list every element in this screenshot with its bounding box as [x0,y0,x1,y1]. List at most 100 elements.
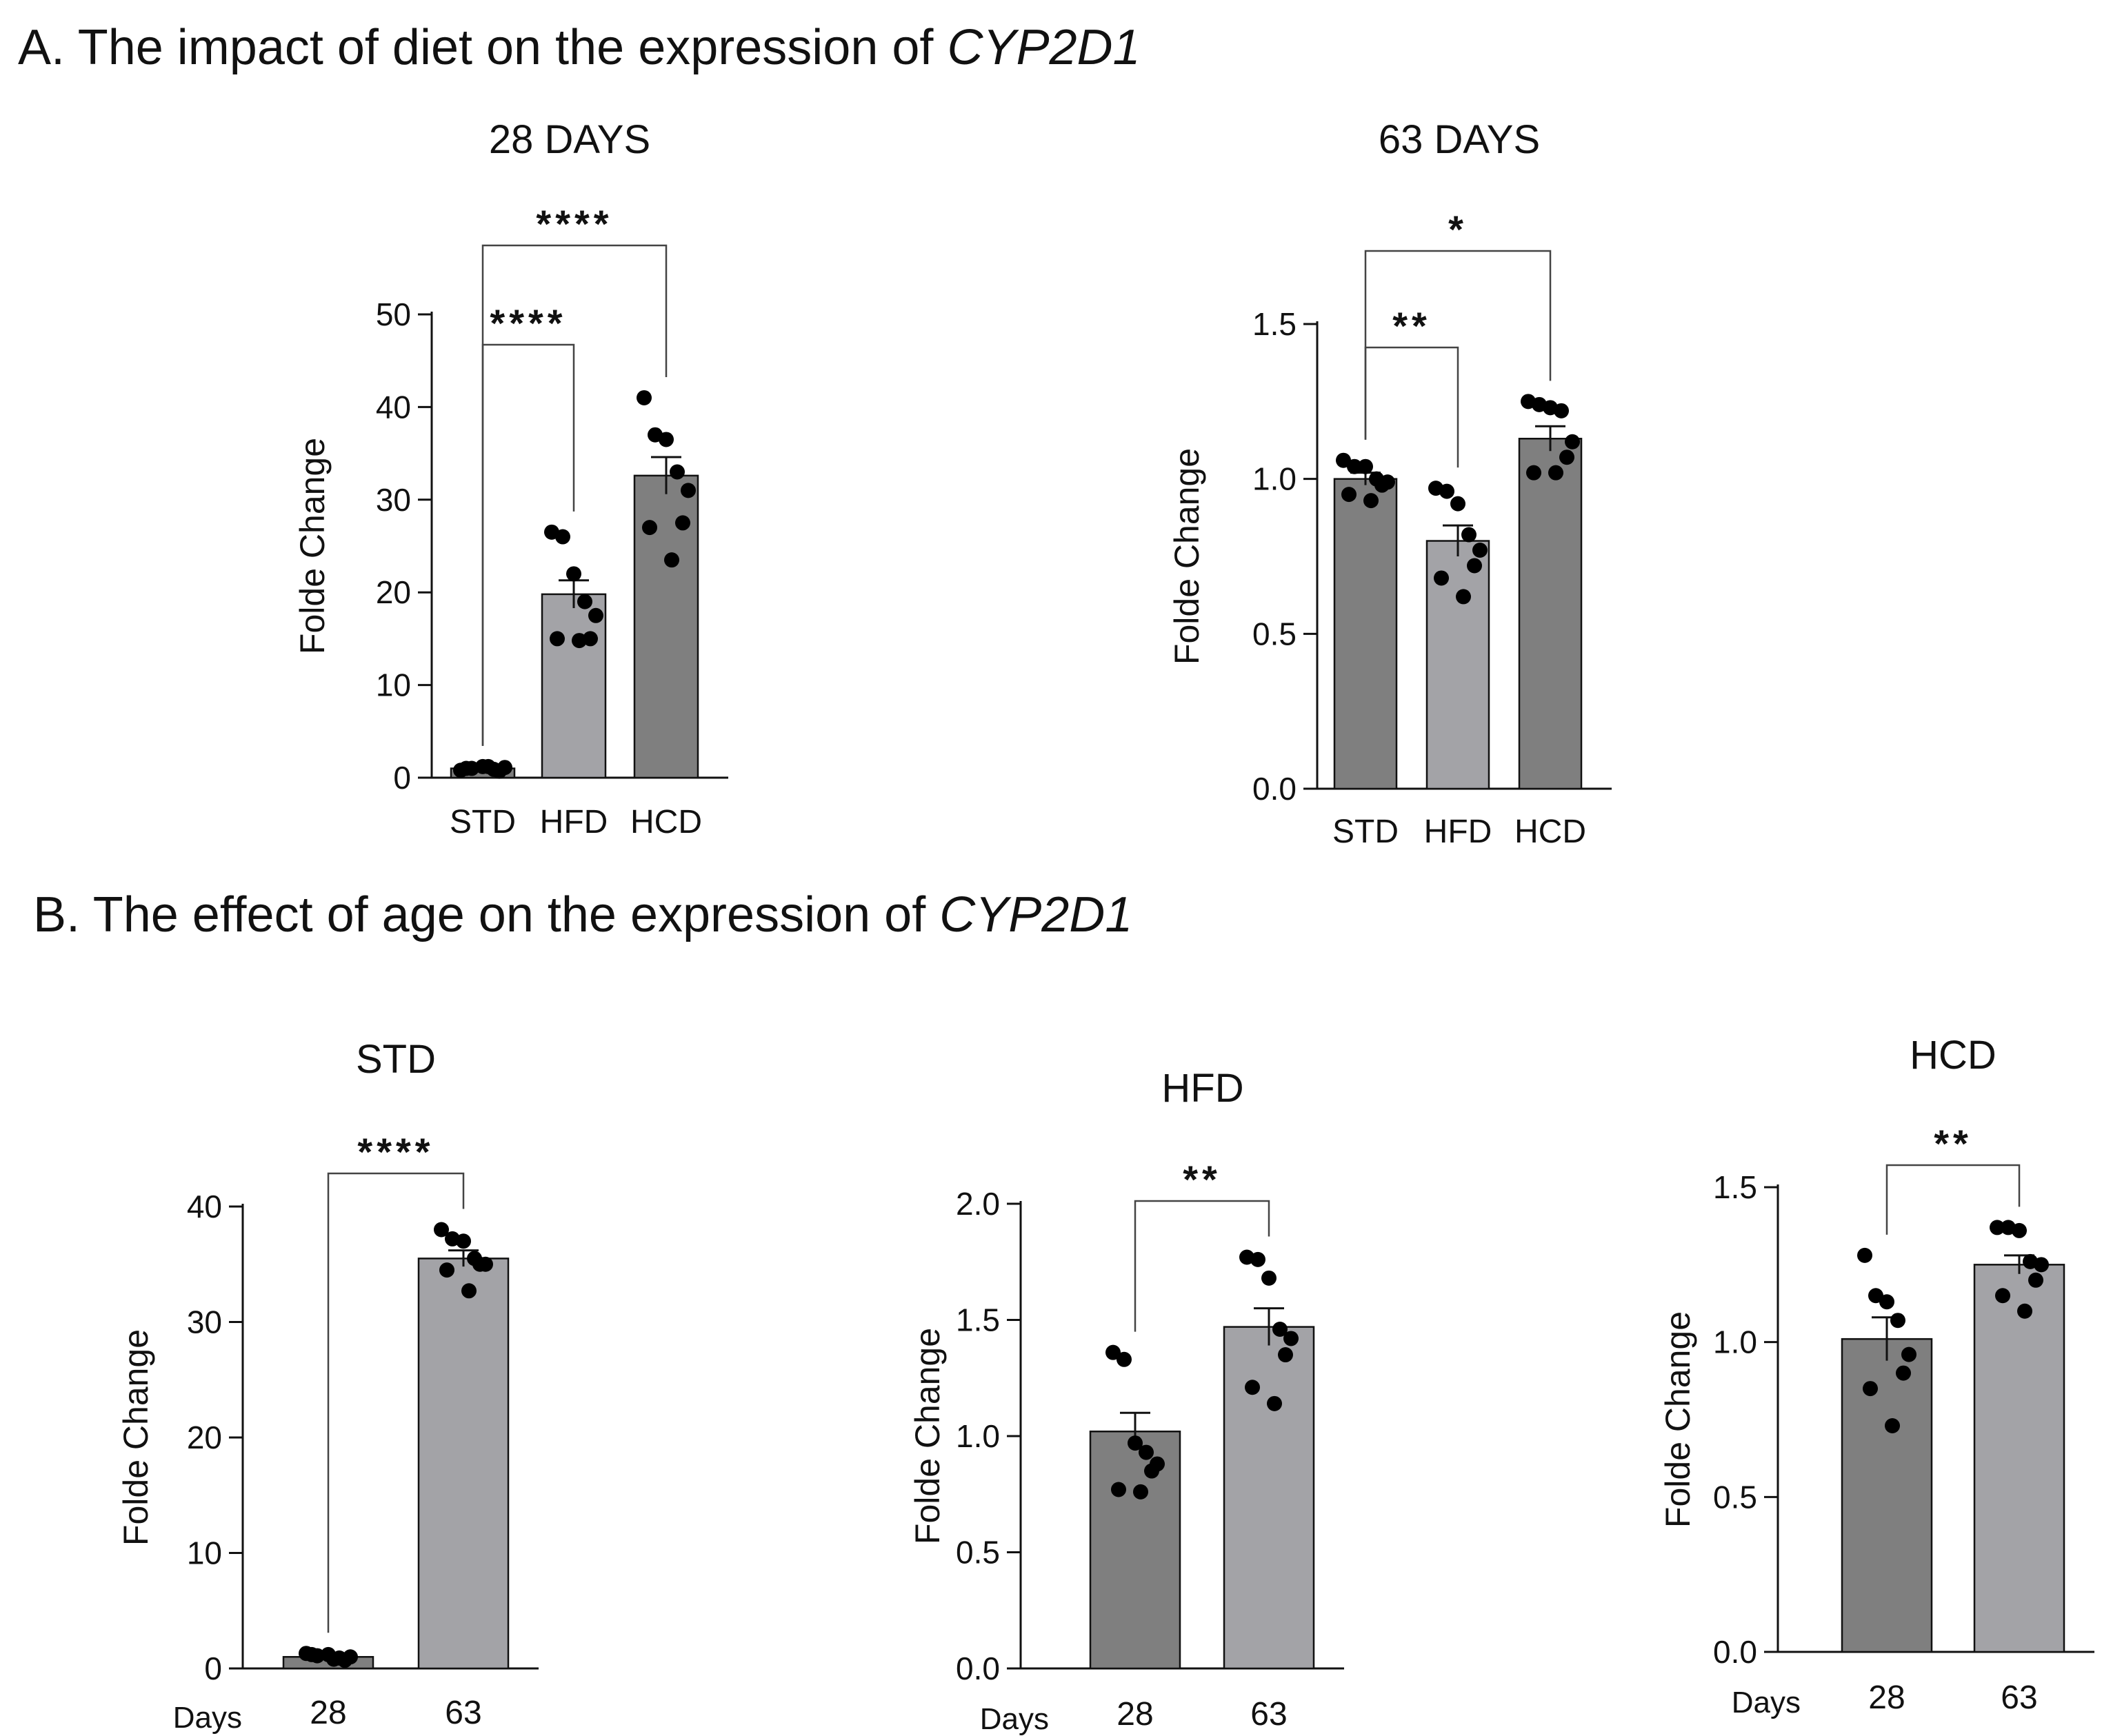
data-point [1456,589,1471,605]
y-tick-label: 0 [204,1651,222,1686]
y-tick-label: 1.5 [1713,1169,1757,1205]
data-point [1341,487,1357,503]
y-tick-label: 1.5 [1252,306,1297,342]
data-point [670,464,685,480]
data-point [1857,1247,1872,1263]
x-axis-label: Days [980,1702,1049,1736]
x-tick-label: 63 [2001,1679,2037,1716]
x-tick-label: 28 [1117,1696,1153,1733]
y-tick-label: 0.0 [1252,771,1297,807]
significance-label: **** [536,202,612,245]
significance-bracket [1885,1164,2021,1235]
data-point [1336,452,1351,468]
data-point [1439,483,1454,499]
bar [1973,1264,2065,1653]
data-point [2028,1272,2043,1288]
data-point [637,390,652,405]
data-point [681,483,696,498]
data-point [1863,1381,1878,1397]
data-point [472,1256,488,1272]
data-point [461,1283,477,1299]
data-point [1272,1321,1288,1337]
significance-bracket [1364,250,1552,440]
significance-label: **** [357,1130,434,1173]
y-axis-label: Folde Change [1168,448,1206,665]
x-tick-label: HCD [1514,814,1586,850]
data-point [1472,543,1488,558]
x-tick-label: STD [450,804,516,840]
y-tick-label: 0.5 [1713,1479,1757,1515]
data-point [1450,496,1465,512]
data-point [1467,558,1482,574]
y-tick-label: 2.0 [956,1186,1000,1222]
data-point [1283,1331,1299,1346]
y-axis-label: Folde Change [293,438,332,654]
data-point [1565,434,1580,450]
x-tick-label: 63 [445,1695,481,1731]
section-b-gene: CYP2D1 [939,887,1133,942]
data-point [2034,1257,2049,1273]
data-point [481,758,496,774]
data-point [1245,1380,1260,1395]
y-tick-label: 20 [376,574,411,610]
data-point [1133,1484,1148,1500]
data-point [1363,493,1379,509]
data-point [304,1646,319,1662]
data-point [1559,450,1574,465]
data-point [1347,458,1362,474]
x-tick-label: 28 [1868,1679,1905,1716]
data-point [1995,1288,2010,1304]
y-tick-label: 0.5 [1252,616,1297,652]
data-point [572,633,587,649]
y-tick-label: 40 [376,389,411,425]
data-point [566,566,581,582]
y-tick-label: 0.0 [956,1651,1000,1686]
y-tick-label: 10 [187,1535,222,1571]
y-tick-label: 0.5 [956,1535,1000,1571]
y-tick-label: 0 [393,760,411,796]
y-tick-label: 10 [376,667,411,703]
data-point [439,1262,454,1278]
significance-label: **** [490,301,566,345]
data-point [577,594,592,609]
data-point [2017,1303,2032,1319]
data-point [1374,477,1390,493]
data-point [675,515,690,531]
significance-bracket [327,1172,465,1633]
x-axis-label: Days [1732,1686,1801,1719]
data-point [1526,465,1541,481]
data-point [1548,465,1563,481]
section-b-heading: B. The effect of age on the expression o… [33,887,1132,943]
data-point [434,1222,449,1238]
data-point [2012,1222,2027,1238]
y-tick-label: 50 [376,296,411,332]
bar [1223,1326,1315,1670]
data-point [642,520,657,536]
data-point [1868,1288,1883,1304]
section-a-heading-text: A. The impact of diet on the expression … [18,20,948,75]
y-tick-label: 1.0 [1252,461,1297,497]
significance-label: * [1448,208,1468,251]
y-tick-label: 20 [187,1420,222,1455]
x-tick-label: 28 [310,1695,346,1731]
y-tick-label: 40 [187,1189,222,1224]
significance-bracket [1134,1200,1270,1332]
y-tick-label: 1.0 [956,1418,1000,1454]
data-point [1554,403,1569,418]
data-point [1358,458,1373,474]
chart-title: STD [356,1037,436,1082]
data-point [664,552,679,568]
data-point [1139,1444,1154,1460]
significance-label: ** [1934,1122,1972,1165]
bar [1841,1338,1933,1653]
data-point [1144,1463,1159,1479]
y-axis-label: Folde Change [908,1328,947,1544]
data-point [588,607,603,623]
y-tick-label: 30 [187,1304,222,1340]
y-axis-label: Folde Change [117,1329,155,1546]
y-tick-label: 1.5 [956,1302,1000,1338]
data-point [1250,1251,1265,1267]
data-point [1879,1294,1894,1310]
data-point [459,760,474,776]
bar [1518,438,1583,790]
